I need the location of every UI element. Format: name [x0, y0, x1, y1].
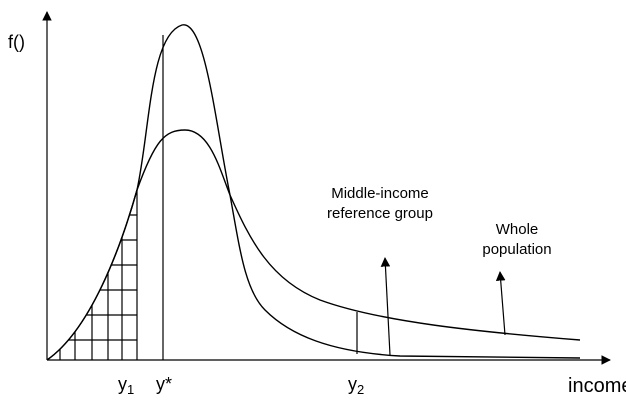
middle-income-curve [46, 24, 581, 361]
annotation-arrow [495, 271, 506, 336]
hatched-region [47, 190, 137, 360]
x-axis-label: income [568, 375, 626, 397]
marker-label: y2 [348, 374, 364, 397]
marker-symbol: y [118, 374, 127, 394]
annotation-arrow [380, 257, 391, 356]
marker-label: y* [156, 374, 172, 394]
y-axis-label: f() [8, 32, 25, 52]
annotation-text: reference group [327, 205, 433, 222]
annotation-text: population [482, 241, 551, 258]
marker-subscript: 2 [357, 382, 364, 397]
marker-subscript: 1 [127, 382, 134, 397]
whole-population-curve [46, 129, 581, 361]
marker-label: y1 [118, 374, 134, 397]
annotation-text: Whole [496, 221, 539, 238]
marker-symbol: y [348, 374, 357, 394]
annotation-text: Middle-income [331, 185, 429, 202]
